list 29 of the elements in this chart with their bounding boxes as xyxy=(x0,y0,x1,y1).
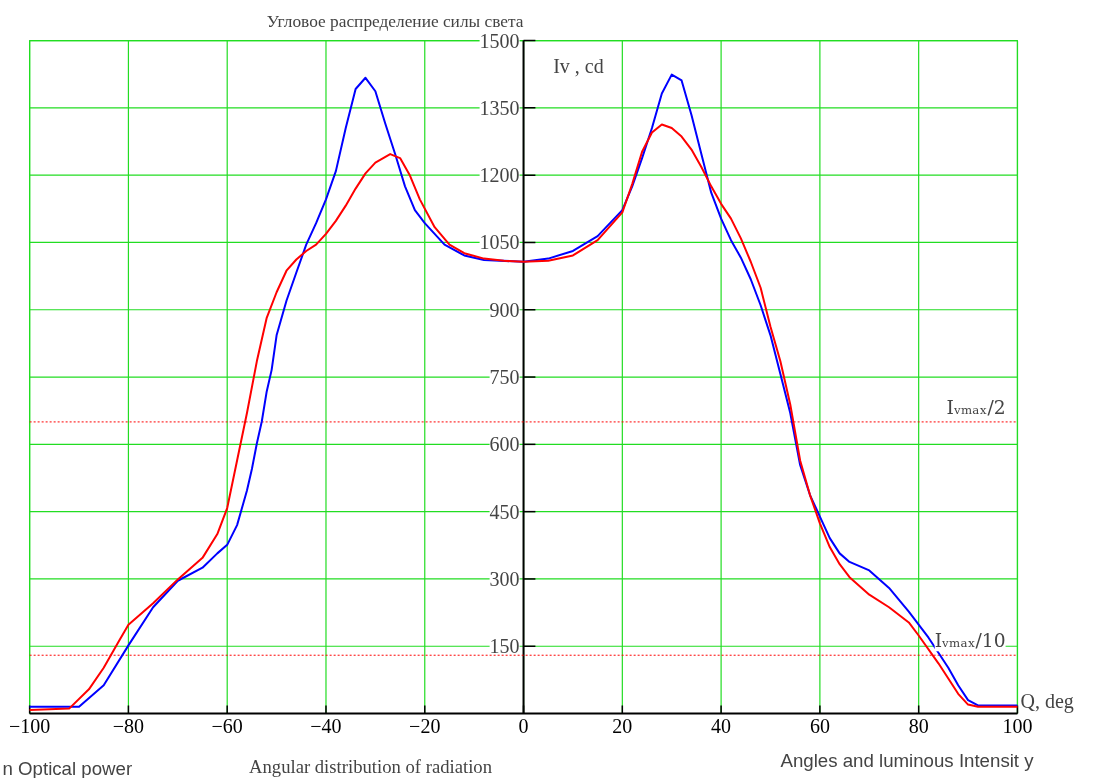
ref-line-label: Iᵥₘₐₓ/2 xyxy=(946,396,1006,418)
x-tick-label: 100 xyxy=(1002,714,1033,737)
x-tick-label: −40 xyxy=(310,714,342,737)
ref-line-label: Iᵥₘₐₓ/10 xyxy=(934,630,1006,652)
x-tick-label: 40 xyxy=(711,714,732,737)
x-axis-title: Q, deg xyxy=(1020,689,1074,713)
x-tick-label: −20 xyxy=(409,714,441,737)
x-tick-label: −80 xyxy=(112,714,145,737)
y-tick-label: 450 xyxy=(489,500,520,523)
y-tick-label: 750 xyxy=(489,366,520,389)
x-tick-label: 20 xyxy=(612,714,633,737)
y-tick-label: 600 xyxy=(489,433,520,456)
text: Angles and luminous Intensit y xyxy=(780,749,1035,771)
y-tick-label: 900 xyxy=(489,298,520,321)
text: Angular distribution of radiation xyxy=(249,755,493,777)
y-tick-label: 300 xyxy=(489,567,520,590)
x-tick-label: 60 xyxy=(809,714,830,737)
y-tick-label: 1050 xyxy=(479,231,520,254)
x-tick-label: 80 xyxy=(908,714,929,737)
text: n Optical power xyxy=(2,757,133,778)
x-tick-label: −100 xyxy=(9,714,51,737)
y-tick-label: 1200 xyxy=(479,164,520,187)
chart-title: Угловое распределение силы света xyxy=(266,11,524,31)
y-tick-label: 150 xyxy=(489,635,520,658)
y-tick-label: 1350 xyxy=(479,96,520,119)
y-axis-title: Iv , cd xyxy=(553,54,604,77)
y-tick-label: 1500 xyxy=(479,29,520,52)
x-tick-label: 0 xyxy=(518,714,529,737)
x-tick-label: −60 xyxy=(211,714,243,737)
